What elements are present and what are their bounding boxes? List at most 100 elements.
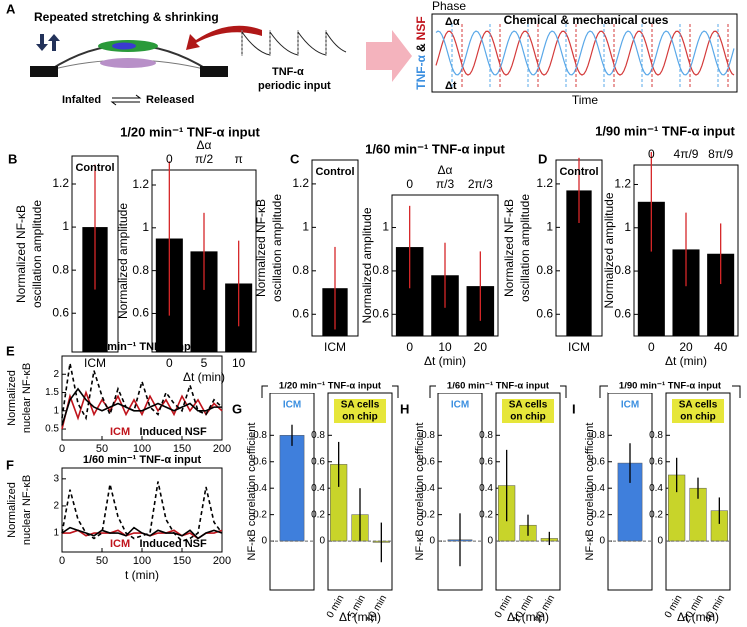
y-tick-label: 0.6: [253, 456, 267, 467]
box-label: ICM: [283, 400, 301, 411]
top-tick-label: 2π/3: [468, 177, 493, 191]
y-tick-label: 0.8: [649, 430, 663, 441]
box-label: ICM: [621, 400, 639, 411]
y-tick-label: 1.2: [132, 177, 149, 191]
y-tick-label: 0.6: [292, 306, 309, 320]
top-axis-label: Δα: [197, 138, 212, 152]
y-tick-label: 0.8: [52, 262, 69, 276]
time-label: Time: [572, 93, 599, 107]
y-axis-label: oscillation amplitude: [518, 194, 532, 302]
chart-title: 1/20 min⁻¹ TNF-α input: [120, 124, 260, 139]
x-tick-label: 20: [474, 340, 488, 354]
nsf-axis-label: NSF: [414, 16, 428, 40]
y-tick-label: 0.4: [479, 483, 493, 494]
box-label: SA cells: [679, 400, 718, 411]
x-tick-label: 50: [96, 443, 108, 455]
x-tick-label: 40: [714, 340, 728, 354]
box-label: Control: [315, 166, 354, 178]
y-axis-label: nuclear NF-κB: [21, 475, 33, 545]
box-label: on chip: [680, 412, 716, 423]
panel-label: G: [232, 401, 242, 416]
y-tick-label: 0.5: [45, 424, 59, 435]
y-tick-label: 0.8: [479, 430, 493, 441]
label-highlight: [502, 399, 554, 411]
chart-title: 1/20 min⁻¹ TNF-α input: [83, 341, 202, 353]
y-axis-label: Normalized NF-κB: [254, 199, 268, 297]
y-tick-label: 0.4: [649, 483, 663, 494]
x-axis-label: Δt (min): [677, 610, 719, 624]
label-highlight: [334, 411, 386, 423]
y-tick-label: 0.8: [591, 430, 605, 441]
x-axis-label: Δt (min): [507, 610, 549, 624]
chart-title: 1/90 min⁻¹ TNF-α input: [595, 123, 735, 138]
box-label: on chip: [342, 412, 378, 423]
y-tick-label: 0.6: [614, 307, 631, 321]
chart-title: 1/60 min⁻¹ TNF-α input: [365, 141, 505, 156]
y-tick-label: 0.2: [311, 509, 325, 520]
title-backdrop: [436, 379, 560, 393]
y-tick-label: 1.2: [536, 176, 553, 190]
x-tick-label: 10: [438, 340, 452, 354]
legend-entry: Induced NSF: [140, 538, 208, 550]
y-axis-label: nuclear NF-κB: [21, 363, 33, 433]
y-tick-label: 0.8: [421, 430, 435, 441]
inflated-label: Infalted: [62, 94, 101, 106]
series-line: [61, 363, 223, 421]
device-drawing: [30, 13, 738, 106]
y-tick-label: 0.8: [253, 430, 267, 441]
x-tick-label: 200: [213, 555, 231, 567]
top-tick-label: 8π/9: [708, 147, 733, 161]
y-tick-label: 0.6: [52, 305, 69, 319]
chart-title: 1/60 min⁻¹ TNF-α input: [447, 381, 550, 392]
y-tick-label: 0: [261, 536, 267, 547]
y-tick-label: 0.2: [421, 509, 435, 520]
y-axis-label: Normalized amplitude: [116, 203, 130, 319]
panel-label: I: [572, 401, 576, 416]
y-tick-label: 3: [53, 473, 59, 484]
y-tick-label: 0.4: [253, 483, 267, 494]
top-tick-label: 4π/9: [674, 147, 699, 161]
x-tick-label: 0: [59, 443, 65, 455]
y-tick-label: 0.8: [536, 263, 553, 277]
y-tick-label: 1: [142, 220, 149, 234]
chart-title: 1/20 min⁻¹ TNF-α input: [279, 381, 382, 392]
y-tick-label: 1: [62, 219, 69, 233]
panel-label: A: [6, 1, 16, 16]
phase-waves: [435, 24, 735, 88]
y-tick-label: 0.6: [591, 456, 605, 467]
panel-label: H: [400, 401, 409, 416]
y-axis-label: NF-κB correlation coefficient: [414, 423, 426, 561]
cues-label: Chemical & mechanical cues: [504, 13, 669, 27]
top-tick-label: π: [235, 152, 243, 166]
y-tick-label: 1: [53, 528, 59, 539]
legend-entry: ICM: [110, 426, 130, 438]
stretch-label: Repeated stretching & shrinking: [34, 10, 219, 24]
y-tick-label: 1.5: [45, 387, 59, 398]
plot-frame: [327, 392, 393, 591]
released-label: Released: [146, 94, 194, 106]
top-axis-label: Δα: [438, 163, 453, 177]
x-tick-label: 5: [201, 356, 208, 370]
y-tick-label: 0.6: [479, 456, 493, 467]
chart-title: 1/60 min⁻¹ TNF-α input: [83, 454, 202, 466]
x-tick-label: ICM: [84, 356, 106, 370]
x-tick-label: 100: [133, 555, 151, 567]
y-tick-label: 0.2: [253, 509, 267, 520]
bar: [279, 435, 305, 542]
y-tick-label: 0: [599, 536, 605, 547]
y-tick-label: 0: [319, 536, 325, 547]
y-tick-label: 0.6: [132, 306, 149, 320]
y-tick-label: 1.2: [614, 177, 631, 191]
panel-label: E: [6, 343, 15, 358]
y-axis-label: oscillation amplitude: [270, 194, 284, 302]
and-label: &: [414, 43, 428, 52]
box-label: SA cells: [509, 400, 548, 411]
y-tick-label: 1: [53, 405, 59, 416]
x-tick-label: 150: [173, 555, 191, 567]
label-highlight: [672, 399, 724, 411]
y-tick-label: 1: [624, 220, 631, 234]
y-tick-label: 0.6: [311, 456, 325, 467]
series-line: [61, 390, 223, 430]
y-tick-label: 0.4: [421, 483, 435, 494]
wave-axis-label: TNF-α & NSF: [414, 16, 428, 89]
